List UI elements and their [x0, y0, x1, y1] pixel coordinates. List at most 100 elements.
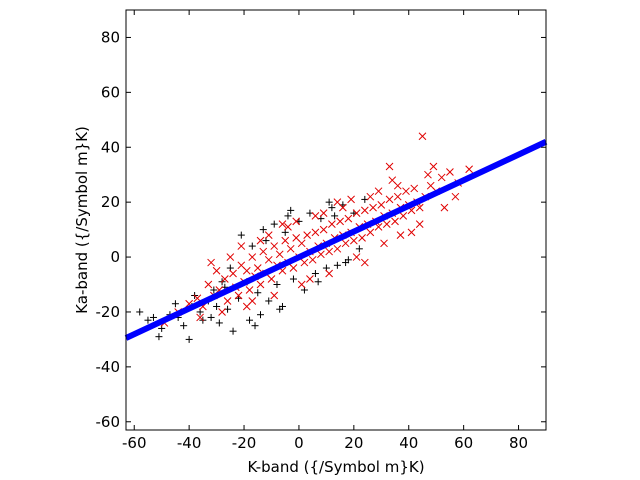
x-tick-label: 80	[509, 434, 528, 452]
cross-marker	[278, 220, 287, 228]
y-tick-label: 40	[101, 138, 120, 156]
cross-marker	[407, 228, 416, 237]
cross-marker	[259, 247, 268, 256]
cross-marker	[328, 220, 336, 228]
cross-marker	[385, 195, 394, 204]
plus-marker	[259, 226, 267, 234]
cross-marker	[352, 253, 361, 261]
cross-marker	[374, 223, 383, 231]
plus-marker	[333, 261, 341, 269]
cross-marker	[437, 173, 446, 182]
y-tick-label: 20	[101, 193, 120, 211]
x-tick-label: 40	[399, 434, 418, 452]
cross-marker	[388, 176, 397, 185]
cross-marker	[380, 239, 388, 248]
cross-marker	[248, 253, 257, 261]
cross-marker	[237, 242, 246, 250]
cross-marker	[382, 220, 391, 228]
plus-marker	[144, 316, 152, 324]
y-tick-label: 0	[110, 248, 120, 266]
cross-marker	[311, 212, 320, 220]
cross-marker	[415, 220, 424, 228]
cross-marker	[410, 184, 419, 193]
plus-marker	[284, 212, 292, 220]
x-tick-label: -60	[122, 434, 147, 452]
cross-marker	[347, 195, 355, 204]
cross-marker	[393, 192, 402, 201]
cross-marker	[415, 203, 424, 212]
cross-marker	[352, 209, 361, 217]
plus-marker	[248, 242, 256, 250]
cross-marker	[360, 258, 369, 267]
cross-marker	[264, 255, 273, 264]
cross-marker	[429, 162, 438, 171]
cross-marker	[399, 212, 408, 220]
cross-marker	[234, 291, 243, 300]
ticks-layer: -60 -40 -20 0 20 40 60 80 -60 -40 -20 0 20 40 60 80	[96, 10, 546, 452]
cross-marker	[207, 258, 215, 267]
cross-marker	[333, 198, 342, 207]
cross-marker	[349, 236, 358, 245]
plus-marker	[257, 311, 265, 319]
cross-marker	[256, 280, 265, 289]
cross-marker	[336, 217, 344, 226]
cross-marker	[446, 168, 454, 176]
plus-marker	[342, 259, 350, 267]
plus-marker	[276, 305, 284, 313]
plot-frame	[125, 9, 547, 431]
cross-marker	[306, 275, 314, 283]
cross-marker	[341, 239, 350, 248]
cross-marker	[220, 275, 229, 283]
cross-marker	[204, 280, 213, 289]
plus-marker	[213, 302, 221, 310]
cross-marker	[358, 233, 366, 242]
cross-marker	[286, 244, 295, 253]
cross-marker	[253, 264, 262, 272]
cross-marker	[391, 217, 399, 226]
x-tick-label: 20	[344, 434, 363, 452]
cross-marker	[451, 192, 460, 201]
cross-marker	[319, 209, 328, 217]
cross-marker	[196, 313, 204, 322]
plus-marker	[289, 275, 297, 283]
cross-marker	[440, 203, 449, 212]
cross-marker	[333, 244, 342, 253]
cross-marker	[229, 269, 237, 278]
plus-marker	[287, 206, 295, 214]
cross-marker	[264, 231, 273, 239]
y-tick-label: -20	[96, 303, 121, 321]
cross-marker	[270, 291, 279, 300]
cross-marker	[297, 239, 306, 248]
cross-marker	[212, 266, 221, 275]
cross-marker	[317, 250, 325, 259]
plus-marker	[185, 335, 193, 343]
plus-marker	[180, 322, 188, 330]
cross-marker	[281, 236, 290, 245]
cross-marker	[223, 297, 232, 305]
plus-marker	[229, 327, 237, 335]
cross-marker	[284, 223, 292, 231]
cross-marker	[303, 231, 312, 239]
cross-marker	[396, 231, 405, 239]
plus-marker	[355, 245, 363, 253]
plus-marker	[265, 297, 273, 305]
cross-marker	[289, 264, 298, 272]
y-tick-label: -40	[96, 358, 121, 376]
y-tick-label: 60	[101, 83, 120, 101]
cross-marker	[270, 242, 279, 250]
plus-marker	[136, 308, 144, 316]
cross-marker	[218, 308, 226, 316]
plus-marker	[155, 333, 163, 341]
plus-marker	[215, 319, 223, 327]
cross-marker	[402, 187, 410, 196]
x-tick-label: 60	[454, 434, 473, 452]
cross-marker	[292, 217, 301, 226]
cross-marker	[256, 236, 265, 245]
plus-marker	[331, 212, 339, 220]
cross-marker	[319, 225, 328, 234]
plus-marker	[237, 231, 245, 239]
plus-marker	[246, 316, 254, 324]
cross-marker	[242, 266, 251, 275]
cross-marker	[418, 132, 427, 141]
